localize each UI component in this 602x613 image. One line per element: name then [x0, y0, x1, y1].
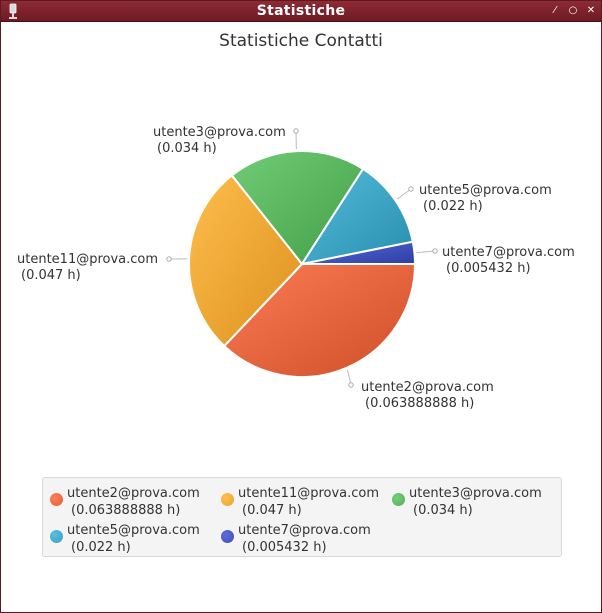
- pie-chart: utente2@prova.com(0.063888888 h) utente11…: [17, 125, 575, 411]
- leader-line: [416, 250, 436, 254]
- legend-item[interactable]: utente5@prova.com (0.022 h): [50, 523, 215, 557]
- legend-color-dot: [50, 493, 63, 506]
- legend-item[interactable]: utente7@prova.com (0.005432 h): [221, 523, 386, 557]
- legend-label: utente5@prova.com: [67, 523, 200, 538]
- pie-slice[interactable]: [301, 240, 417, 265]
- legend-color-dot: [392, 493, 405, 506]
- legend-item[interactable]: utente2@prova.com (0.063888888 h): [50, 486, 215, 520]
- slice-label: utente7@prova.com: [442, 245, 575, 260]
- legend-value: (0.034 h): [413, 503, 473, 518]
- slice-value-label: (0.034 h): [157, 141, 217, 156]
- title-bar[interactable]: Statistiche ⁄ ○ ✕: [1, 1, 601, 22]
- minimize-icon[interactable]: ⁄: [554, 5, 556, 16]
- slice-label: utente11@prova.com: [17, 252, 158, 267]
- leader-line: [396, 188, 412, 200]
- java-app-icon: [9, 3, 17, 19]
- window-title: Statistiche: [256, 3, 346, 19]
- leader-dot: [348, 382, 354, 388]
- leader-dot: [408, 186, 414, 192]
- legend-item[interactable]: utente11@prova.com (0.047 h): [221, 486, 386, 520]
- leader-dot: [432, 248, 438, 254]
- pie-slice[interactable]: [230, 150, 365, 266]
- maximize-icon[interactable]: ○: [568, 5, 578, 16]
- leader-dot: [166, 256, 172, 262]
- slice-value-label: (0.063888888 h): [365, 396, 474, 411]
- pie-slice[interactable]: [222, 263, 417, 378]
- leader-dot: [293, 128, 299, 134]
- legend-color-dot: [50, 530, 63, 543]
- close-icon[interactable]: ✕: [586, 5, 596, 16]
- slice-value-label: (0.005432 h): [446, 261, 531, 276]
- legend-label: utente3@prova.com: [409, 486, 542, 501]
- legend-label: utente11@prova.com: [238, 486, 380, 501]
- legend-label: utente2@prova.com: [67, 486, 200, 501]
- legend-value: (0.063888888 h): [71, 503, 181, 518]
- legend-label: utente7@prova.com: [238, 523, 371, 538]
- slice-label: utente3@prova.com: [153, 125, 286, 140]
- slice-value-label: (0.047 h): [21, 268, 81, 283]
- legend-item[interactable]: utente3@prova.com (0.034 h): [392, 486, 557, 520]
- slice-value-label: (0.022 h): [423, 199, 483, 214]
- legend-color-dot: [221, 493, 234, 506]
- chart-title: Statistiche Contatti: [219, 31, 383, 51]
- slice-label: utente5@prova.com: [419, 183, 552, 198]
- legend-color-dot: [221, 530, 234, 543]
- legend-value: (0.022 h): [71, 540, 131, 555]
- legend-value: (0.047 h): [242, 503, 302, 518]
- pie-slice[interactable]: [188, 173, 304, 348]
- slice-label: utente2@prova.com: [361, 380, 494, 395]
- legend-value: (0.005432 h): [242, 540, 327, 555]
- chart-legend: utente2@prova.com (0.063888888 h) utente11…: [42, 477, 562, 557]
- pie-slice[interactable]: [299, 167, 414, 266]
